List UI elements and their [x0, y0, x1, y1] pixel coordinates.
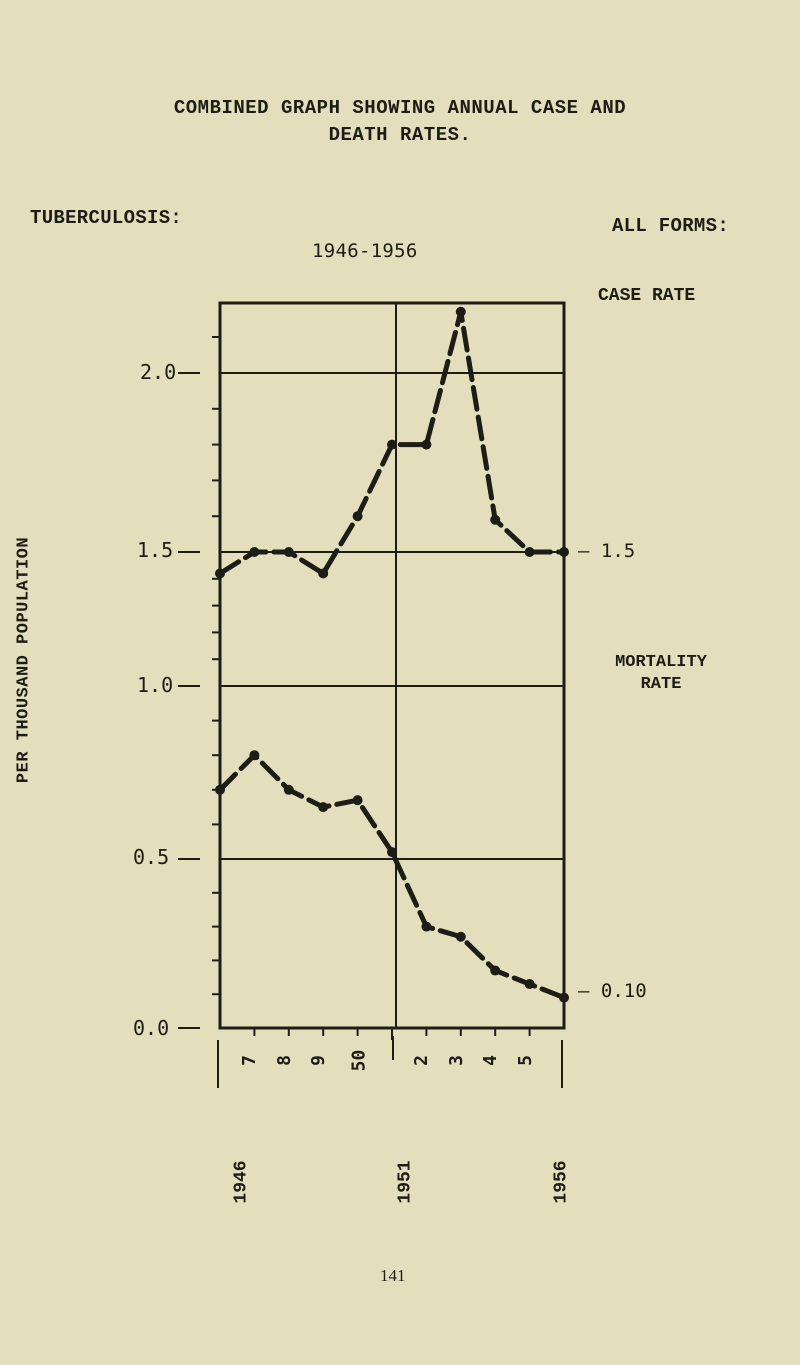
- x-year-1946: 1946: [231, 1160, 252, 1204]
- case-rate-point: [421, 439, 432, 450]
- case-rate-point: [215, 568, 225, 579]
- x-minor-label: 8: [273, 1055, 295, 1066]
- mortality-rate-label: MORTALITY RATE: [596, 652, 726, 696]
- x-minor-label: 2: [411, 1055, 433, 1066]
- mortality-rate-point: [215, 784, 225, 795]
- case-rate-point: [387, 439, 397, 450]
- x-year-1956: 1956: [551, 1160, 572, 1204]
- mortality-rate-point: [387, 847, 397, 858]
- mortality-rate-point: [559, 992, 569, 1003]
- case-rate-point: [318, 568, 329, 579]
- x-minor-label: 5: [514, 1055, 536, 1066]
- y-tick-2-0: 2.0: [140, 360, 177, 384]
- chart-title-line2: DEATH RATES.: [328, 124, 472, 146]
- disease-label: TUBERCULOSIS:: [30, 207, 183, 229]
- case-rate-point: [352, 511, 363, 522]
- chart-frame: [218, 301, 566, 1030]
- case-rate-point: [559, 547, 569, 557]
- y-axis-ticks: [178, 336, 220, 1029]
- case-rate-point: [490, 514, 501, 525]
- y-tick-0-0: 0.0: [133, 1016, 170, 1040]
- mortality-rate-point: [421, 921, 432, 932]
- mortality-rate-point: [352, 795, 363, 806]
- period-label: 1946-1956: [312, 240, 418, 262]
- case-rate-point: [249, 547, 260, 557]
- case-rate-point: [524, 547, 535, 557]
- x-year-brackets: [217, 1036, 563, 1088]
- x-year-1951: 1951: [395, 1160, 416, 1204]
- mortality-rate-point: [455, 931, 466, 942]
- mortality-rate-value: — 0.10: [578, 980, 647, 1002]
- y-tick-0-5: 0.5: [133, 845, 170, 869]
- mortality-rate-point: [318, 802, 329, 813]
- x-minor-label: 9: [308, 1055, 330, 1066]
- case-rate-label: CASE RATE: [598, 286, 696, 306]
- case-rate-series: [215, 306, 569, 579]
- case-rate-point: [283, 547, 294, 557]
- forms-label: ALL FORMS:: [612, 215, 730, 237]
- mortality-rate-point: [490, 965, 501, 976]
- y-tick-1-5: 1.5: [137, 538, 174, 562]
- x-minor-label: 7: [239, 1055, 261, 1066]
- mortality-rate-point: [249, 750, 260, 761]
- mortality-rate-point: [283, 784, 294, 795]
- mortality-label-line1: MORTALITY: [615, 653, 707, 672]
- x-minor-label: 3: [445, 1055, 467, 1066]
- mortality-rate-series: [215, 750, 569, 1003]
- x-minor-label: 50: [347, 1049, 369, 1072]
- mortality-rate-point: [524, 979, 535, 990]
- case-rate-value: — 1.5: [578, 540, 636, 562]
- page-number: 141: [380, 1266, 406, 1285]
- mortality-rate-line: [217, 751, 567, 1001]
- y-tick-1-0: 1.0: [137, 673, 174, 697]
- case-rate-point: [455, 306, 466, 317]
- x-minor-label: 4: [480, 1055, 502, 1066]
- mortality-label-line2: RATE: [640, 675, 682, 694]
- chart-title-line1: COMBINED GRAPH SHOWING ANNUAL CASE AND: [173, 97, 627, 119]
